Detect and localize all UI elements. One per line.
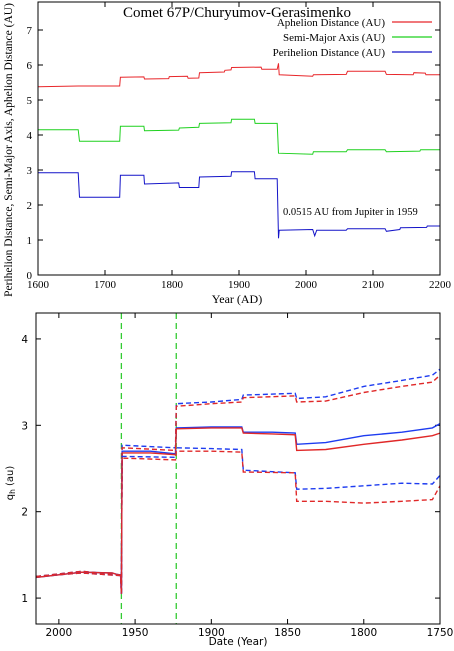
- chart1-xtick-label: 2100: [362, 279, 385, 291]
- chart1-series-0: [37, 63, 440, 88]
- chart2-ytick-label: 3: [21, 420, 28, 432]
- top-chart: Comet 67P/Churyumov-Gerasimenko Periheli…: [3, 1, 452, 306]
- chart2-xtick-label: 1850: [274, 627, 301, 639]
- chart1-series-2: [38, 171, 440, 239]
- chart2-xtick-label: 1750: [427, 627, 454, 639]
- chart2-xtick-label: 1900: [198, 627, 225, 639]
- chart1-ytick-label: 0: [27, 270, 33, 282]
- chart1-xtick-label: 1900: [228, 279, 251, 291]
- chart2-frame: [35, 312, 441, 625]
- chart1-annotation: 0.0515 AU from Jupiter in 1959: [283, 207, 418, 218]
- chart2-ytick-label: 4: [21, 334, 28, 346]
- chart2-xtick-label: 1950: [122, 627, 149, 639]
- chart1-ytick-label: 4: [27, 130, 33, 142]
- chart2-xlabel: Date (Year): [209, 636, 268, 648]
- bottom-chart: qh (au) Date (Year) 2000 1950 1900 1850 1800…: [5, 312, 454, 648]
- chart1-xtick-label: 2200: [429, 279, 452, 291]
- chart1-ylabel: Perihelion Distance, Semi-Major Axis, Ap…: [3, 3, 15, 297]
- chart1-ytick-label: 5: [27, 95, 33, 107]
- chart2-ytick-label: 1: [21, 593, 28, 605]
- chart1-ytick-label: 3: [27, 165, 33, 177]
- chart1-legend-label: Semi-Major Axis (AU): [283, 32, 385, 44]
- chart1-legend-label: Perihelion Distance (AU): [273, 47, 386, 59]
- chart1-frame: [37, 1, 441, 276]
- chart2-series-1: [35, 427, 441, 594]
- chart1-legend-label: Aphelion Distance (AU): [277, 17, 385, 29]
- chart1-xtick-label: 2000: [295, 279, 318, 291]
- chart1-xlabel: Year (AD): [212, 292, 262, 306]
- chart1-ytick-label: 6: [27, 60, 33, 72]
- chart2-ylabel: qh (au): [5, 466, 17, 501]
- chart2-series-5: [35, 450, 441, 594]
- chart2-ytick-label: 2: [21, 507, 28, 519]
- chart2-xtick-label: 2000: [46, 627, 73, 639]
- chart1-ytick-label: 1: [27, 235, 33, 247]
- chart1-ytick-label: 2: [27, 200, 33, 212]
- chart1-ytick-label: 7: [27, 25, 33, 37]
- chart1-xtick-label: 1800: [161, 279, 184, 291]
- chart1-xtick-label: 1600: [27, 279, 50, 291]
- chart2-series-0: [35, 422, 441, 594]
- chart1-title: Comet 67P/Churyumov-Gerasimenko: [123, 5, 351, 21]
- chart2-xtick-label: 1800: [350, 627, 377, 639]
- chart1-series-1: [38, 118, 440, 155]
- chart1-xtick-label: 1700: [94, 279, 117, 291]
